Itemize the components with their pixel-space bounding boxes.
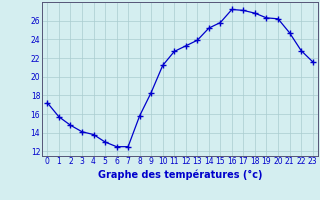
X-axis label: Graphe des températures (°c): Graphe des températures (°c) — [98, 169, 262, 180]
